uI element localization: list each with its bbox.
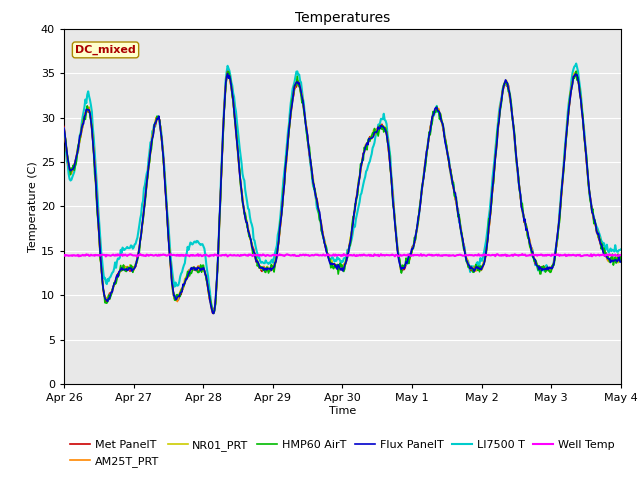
Met PanelT xyxy=(209,311,216,316)
HMP60 AirT xyxy=(433,104,440,109)
AM25T_PRT xyxy=(617,256,625,262)
NR01_PRT xyxy=(572,69,580,75)
NR01_PRT xyxy=(204,277,211,283)
Line: AM25T_PRT: AM25T_PRT xyxy=(64,72,621,312)
Met PanelT xyxy=(390,208,398,214)
Met PanelT xyxy=(60,123,68,129)
HMP60 AirT xyxy=(313,198,321,204)
Well Temp xyxy=(60,252,68,258)
NR01_PRT xyxy=(433,107,440,112)
NR01_PRT xyxy=(210,311,218,316)
AM25T_PRT xyxy=(60,126,68,132)
Met PanelT xyxy=(481,257,489,263)
Met PanelT xyxy=(224,69,232,74)
Well Temp xyxy=(434,253,442,259)
Text: DC_mixed: DC_mixed xyxy=(75,45,136,55)
Title: Temperatures: Temperatures xyxy=(295,11,390,25)
LI7500 T xyxy=(60,128,68,133)
Flux PanelT xyxy=(617,259,625,265)
NR01_PRT xyxy=(60,125,68,131)
Line: NR01_PRT: NR01_PRT xyxy=(64,72,621,313)
LI7500 T xyxy=(210,308,218,314)
NR01_PRT xyxy=(389,199,397,204)
AM25T_PRT xyxy=(204,280,211,286)
Well Temp xyxy=(481,252,489,258)
HMP60 AirT xyxy=(210,311,218,316)
AM25T_PRT xyxy=(224,70,232,75)
Line: Well Temp: Well Temp xyxy=(64,254,621,256)
LI7500 T xyxy=(433,103,440,109)
Line: Met PanelT: Met PanelT xyxy=(64,72,621,313)
LI7500 T xyxy=(572,60,580,66)
Met PanelT xyxy=(434,107,442,113)
Flux PanelT xyxy=(159,146,166,152)
Line: HMP60 AirT: HMP60 AirT xyxy=(64,71,621,313)
Flux PanelT xyxy=(390,209,398,215)
Flux PanelT xyxy=(481,256,489,262)
X-axis label: Time: Time xyxy=(329,406,356,416)
Flux PanelT xyxy=(60,125,68,131)
HMP60 AirT xyxy=(480,261,488,266)
Flux PanelT xyxy=(210,311,218,316)
Flux PanelT xyxy=(204,279,211,285)
HMP60 AirT xyxy=(60,126,68,132)
LI7500 T xyxy=(480,249,488,254)
Well Temp xyxy=(204,252,211,258)
Met PanelT xyxy=(204,280,211,286)
Flux PanelT xyxy=(434,108,442,114)
Line: Flux PanelT: Flux PanelT xyxy=(64,73,621,313)
Well Temp xyxy=(224,253,232,259)
Flux PanelT xyxy=(314,204,322,209)
Well Temp xyxy=(159,252,166,258)
Well Temp xyxy=(313,252,321,258)
LI7500 T xyxy=(313,205,321,211)
Line: LI7500 T: LI7500 T xyxy=(64,63,621,311)
HMP60 AirT xyxy=(389,203,397,208)
Well Temp xyxy=(340,251,348,257)
Well Temp xyxy=(390,252,398,258)
AM25T_PRT xyxy=(481,257,489,263)
HMP60 AirT xyxy=(617,253,625,259)
HMP60 AirT xyxy=(159,145,166,151)
Flux PanelT xyxy=(224,71,232,76)
LI7500 T xyxy=(204,268,211,274)
NR01_PRT xyxy=(313,200,321,205)
Met PanelT xyxy=(617,258,625,264)
HMP60 AirT xyxy=(204,280,211,286)
Met PanelT xyxy=(314,201,322,207)
NR01_PRT xyxy=(480,258,488,264)
LI7500 T xyxy=(389,192,397,197)
Legend: Met PanelT, AM25T_PRT, NR01_PRT, HMP60 AirT, Flux PanelT, LI7500 T, Well Temp: Met PanelT, AM25T_PRT, NR01_PRT, HMP60 A… xyxy=(66,436,619,471)
AM25T_PRT xyxy=(390,208,398,214)
AM25T_PRT xyxy=(434,108,442,113)
Y-axis label: Temperature (C): Temperature (C) xyxy=(28,161,38,252)
NR01_PRT xyxy=(617,258,625,264)
NR01_PRT xyxy=(159,145,166,151)
LI7500 T xyxy=(159,143,166,148)
HMP60 AirT xyxy=(572,68,580,74)
AM25T_PRT xyxy=(209,310,216,315)
AM25T_PRT xyxy=(159,143,166,149)
Well Temp xyxy=(617,252,625,258)
Met PanelT xyxy=(159,145,166,151)
AM25T_PRT xyxy=(314,203,322,208)
LI7500 T xyxy=(617,247,625,252)
